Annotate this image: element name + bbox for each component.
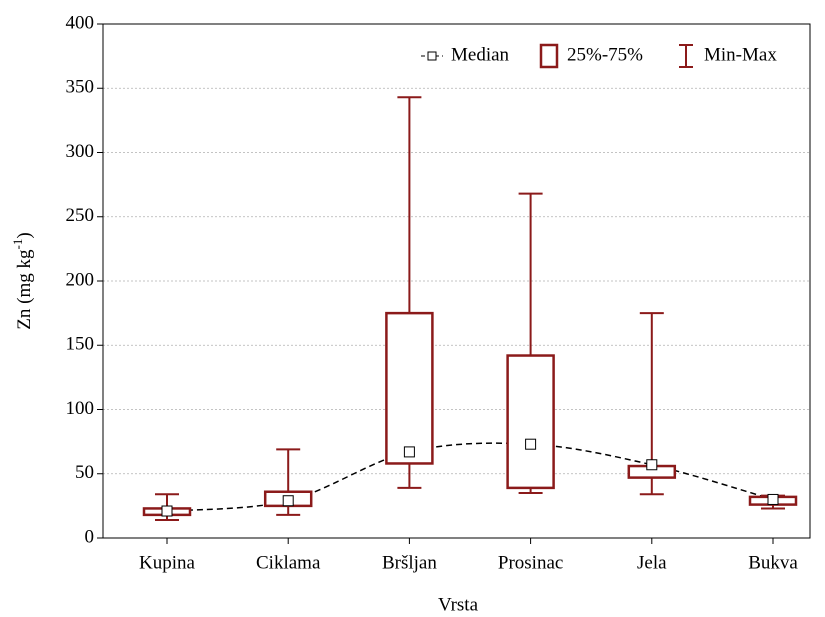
x-axis-title: Vrsta bbox=[438, 594, 479, 615]
y-axis-title-end: ) bbox=[14, 232, 35, 238]
x-tick-label: Ciklama bbox=[256, 552, 321, 573]
median-marker bbox=[525, 438, 537, 450]
y-tick-label: 400 bbox=[66, 12, 95, 33]
y-tick-label: 100 bbox=[66, 398, 95, 419]
x-tick-label: Kupina bbox=[139, 552, 196, 573]
box bbox=[506, 354, 555, 490]
x-tick-label: Bršljan bbox=[382, 552, 437, 573]
median-marker bbox=[767, 493, 779, 505]
median-marker bbox=[161, 505, 173, 517]
box bbox=[385, 311, 434, 465]
y-axis-title-sup: -1 bbox=[10, 239, 25, 250]
y-tick-label: 300 bbox=[66, 141, 95, 162]
y-axis-title: Zn (mg kg-1) bbox=[10, 232, 35, 329]
legend-label: Median bbox=[451, 44, 510, 65]
median-marker bbox=[403, 446, 415, 458]
y-tick-label: 0 bbox=[85, 526, 95, 547]
y-axis-title-main: Zn (mg kg bbox=[14, 249, 35, 330]
legend-label: 25%-75% bbox=[567, 44, 643, 65]
legend-median-marker bbox=[427, 51, 437, 61]
y-tick-label: 50 bbox=[75, 462, 94, 483]
x-tick-label: Bukva bbox=[748, 552, 798, 573]
y-tick-label: 150 bbox=[66, 334, 95, 355]
median-marker bbox=[646, 459, 658, 471]
y-tick-label: 200 bbox=[66, 269, 95, 290]
y-tick-label: 350 bbox=[66, 77, 95, 98]
median-curve bbox=[166, 442, 774, 512]
x-tick-label: Prosinac bbox=[498, 552, 563, 573]
y-tick-label: 250 bbox=[66, 205, 95, 226]
legend-label: Min-Max bbox=[704, 44, 777, 65]
plot-frame bbox=[102, 23, 811, 539]
legend-box-icon bbox=[539, 43, 559, 69]
median-marker bbox=[282, 495, 294, 507]
x-tick-label: Jela bbox=[637, 552, 667, 573]
